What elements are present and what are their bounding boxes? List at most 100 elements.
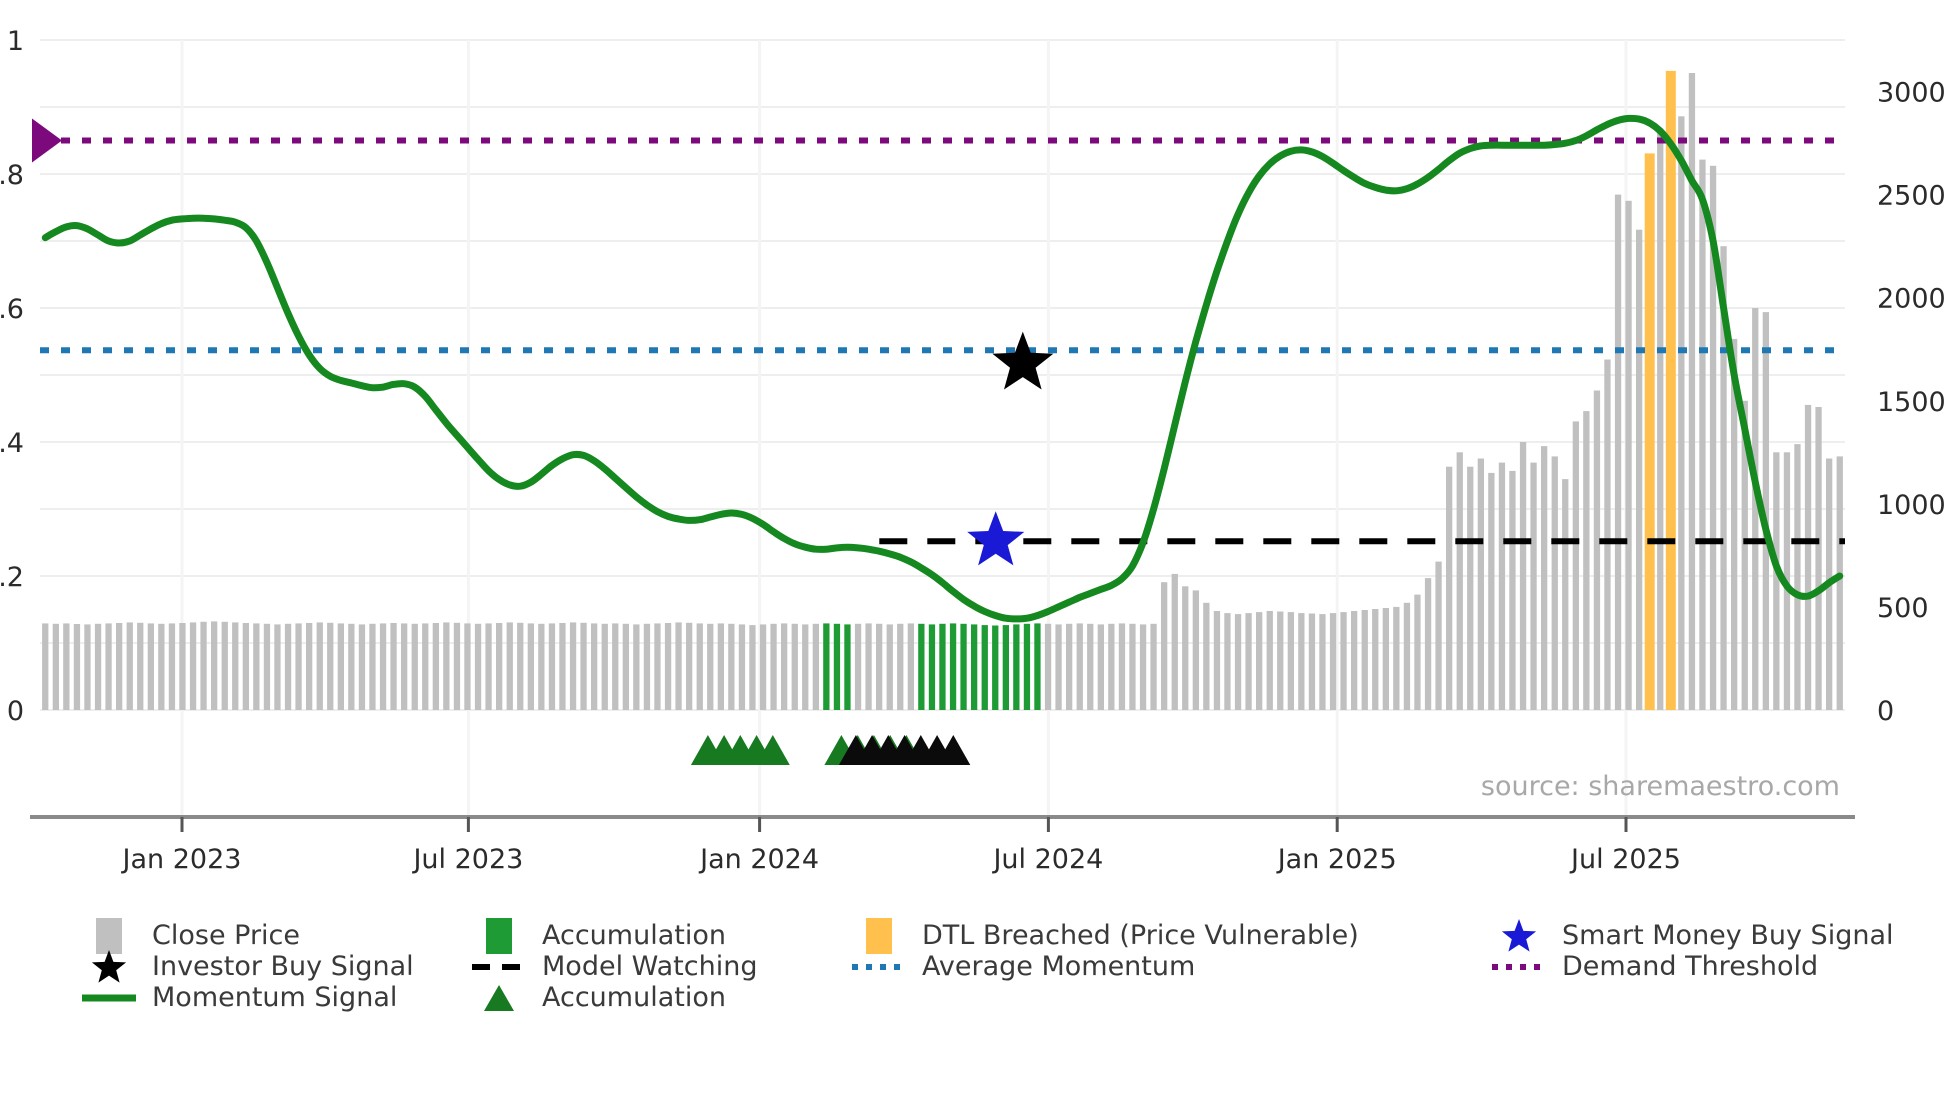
close-price-bar xyxy=(105,623,112,710)
close-price-bar xyxy=(781,623,788,710)
legend-item-label: Close Price xyxy=(152,920,300,951)
close-price-bar xyxy=(1836,456,1843,710)
close-price-bar xyxy=(1614,194,1622,711)
close-price-bar xyxy=(1118,623,1126,710)
momentum-price-chart: Jan 2023 Jul 2023 Jan 2024 Jul 2024 Jan 2025… xyxy=(0,26,1946,875)
x-tick-label: Jan 2025 xyxy=(1276,844,1397,875)
close-price-bar xyxy=(179,623,186,710)
close-price-bar xyxy=(538,623,545,710)
close-price-bar xyxy=(274,624,281,710)
accumulation-bar xyxy=(939,623,946,710)
close-price-bar xyxy=(158,623,165,710)
close-price-bar xyxy=(232,622,239,710)
close-price-bar xyxy=(886,624,893,710)
close-price-bar xyxy=(717,623,724,710)
close-price-bar xyxy=(1393,606,1400,710)
dotted-line-icon xyxy=(850,960,908,974)
close-price-bar xyxy=(168,623,176,710)
close-price-bar xyxy=(1414,594,1421,710)
close-price-bar xyxy=(379,623,387,710)
accumulation-bar xyxy=(960,623,967,710)
legend-item-average-momentum[interactable]: Average Momentum xyxy=(850,951,1490,982)
legend-item-label: Momentum Signal xyxy=(152,982,398,1013)
close-price-bar xyxy=(1203,602,1210,710)
close-price-bar xyxy=(1234,614,1242,710)
legend-item-accumulation[interactable]: Accumulation xyxy=(470,982,850,1013)
close-price-bar xyxy=(189,622,197,710)
investor-buy-signal-star[interactable] xyxy=(992,331,1054,390)
close-price-bar xyxy=(1044,623,1052,710)
close-price-bar xyxy=(496,623,503,710)
close-price-bar xyxy=(1245,613,1252,710)
star-icon xyxy=(1490,916,1548,956)
legend-item-close-price[interactable]: Close Price xyxy=(80,917,470,954)
close-price-bar xyxy=(1403,602,1411,710)
legend-item-demand-threshold[interactable]: Demand Threshold xyxy=(1490,951,1920,982)
close-price-bar xyxy=(443,622,450,710)
accumulation-swatch-icon xyxy=(470,917,528,954)
close-price-bar xyxy=(1762,312,1769,710)
close-price-bar xyxy=(696,623,703,710)
accumulation-triangle-black xyxy=(936,735,971,765)
close-price-bar xyxy=(94,623,102,710)
close-price-bar xyxy=(559,623,566,710)
accumulation-bar xyxy=(992,625,999,710)
legend-item-momentum-signal[interactable]: Momentum Signal xyxy=(80,982,470,1013)
legend-item-label: Average Momentum xyxy=(922,951,1196,982)
y-left-tick-label: 0.8 xyxy=(0,160,24,191)
accumulation-bar xyxy=(918,623,925,710)
close-price-bar xyxy=(211,621,218,710)
close-price-bar xyxy=(1055,624,1062,710)
close-price-bar xyxy=(1287,612,1294,710)
smart-money-buy-signal-star[interactable] xyxy=(967,511,1025,566)
close-price-bar xyxy=(369,623,376,710)
legend-item-model-watching[interactable]: Model Watching xyxy=(470,951,850,982)
accumulation-bar xyxy=(1034,623,1041,710)
close-price-bar xyxy=(1446,466,1453,710)
close-price-bar xyxy=(527,623,534,710)
close-price-bar xyxy=(1488,472,1495,710)
accumulation-bar xyxy=(1002,625,1009,710)
close-price-bar xyxy=(1530,462,1537,710)
dtl-breached-bar xyxy=(1644,153,1655,710)
y-left-tick-label: 0 xyxy=(7,696,24,727)
close-price-bar xyxy=(390,623,397,710)
close-price-bar xyxy=(401,623,408,710)
y-left-tick-label: 0.6 xyxy=(0,294,24,325)
legend-item-accumulation[interactable]: Accumulation xyxy=(470,917,850,954)
accumulation-bar xyxy=(833,623,841,710)
dtl-breached-swatch-icon xyxy=(850,917,908,954)
close-price-bar xyxy=(876,623,883,710)
accumulation-bar xyxy=(844,624,851,710)
close-price-bar xyxy=(1150,623,1157,710)
close-price-bar xyxy=(1636,229,1643,710)
close-price-bar xyxy=(897,623,904,710)
close-price-bar xyxy=(485,623,492,710)
close-price-bar xyxy=(517,622,524,710)
close-price-bar xyxy=(548,623,556,710)
close-price-bar xyxy=(1625,200,1632,711)
y-right-tick-label: 0 xyxy=(1877,696,1894,727)
close-price-bar xyxy=(622,623,629,710)
close-price-bar xyxy=(1794,444,1801,710)
close-price-bar xyxy=(1308,613,1316,710)
legend-item-label: DTL Breached (Price Vulnerable) xyxy=(922,920,1359,951)
close-price-bar xyxy=(643,623,651,710)
legend-item-label: Accumulation xyxy=(542,982,726,1013)
close-price-bar xyxy=(358,624,366,710)
close-price-bar xyxy=(907,623,914,710)
dashed-line-icon xyxy=(470,960,528,974)
close-price-bar xyxy=(126,622,133,710)
legend-item-investor-buy-signal[interactable]: Investor Buy Signal xyxy=(80,949,470,983)
close-price-bar xyxy=(1551,456,1558,710)
legend-item-smart-money-buy-signal[interactable]: Smart Money Buy Signal xyxy=(1490,918,1920,952)
legend-item-label: Investor Buy Signal xyxy=(152,951,414,982)
y-right-tick-label: 1000 xyxy=(1877,490,1946,521)
x-tick-label: Jul 2024 xyxy=(991,844,1103,875)
chart-legend: Close Price Accumulation DTL Breached (P… xyxy=(80,917,1920,1013)
close-price-bar xyxy=(791,623,798,710)
legend-item-dtl-breached-price-vulnerable[interactable]: DTL Breached (Price Vulnerable) xyxy=(850,917,1490,954)
close-price-bar xyxy=(1688,73,1696,710)
close-price-bar xyxy=(1562,479,1569,710)
close-price-bar xyxy=(633,624,640,710)
